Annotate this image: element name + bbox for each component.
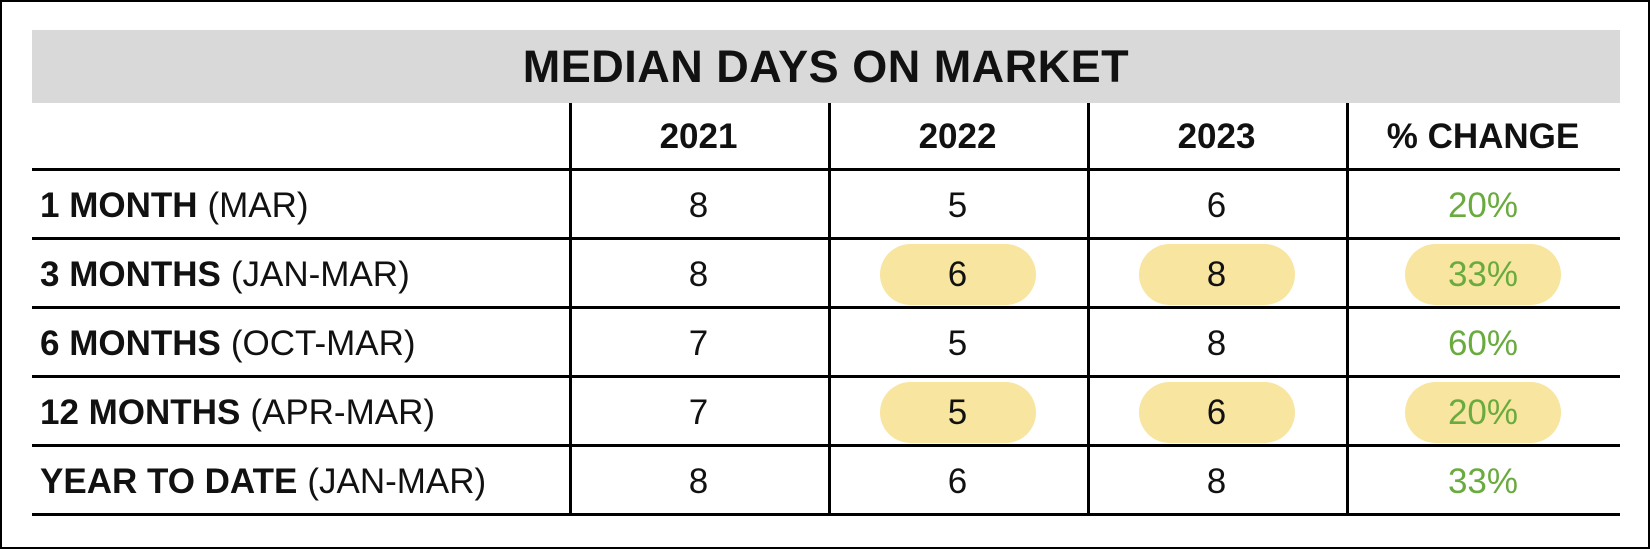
value-2021: 7 [688,323,709,363]
pct-change-cell: 20% [1346,171,1620,240]
table-row: 6 MONTHS (OCT-MAR) 7 5 8 60% [32,309,1620,378]
value-2022-cell: 6 [828,240,1087,309]
value-2023-cell: 6 [1087,171,1346,240]
value-2023-cell: 8 [1087,447,1346,516]
pct-change-value: 60% [1447,323,1519,363]
range-label: (APR-MAR) [250,392,436,432]
table-row: 12 MONTHS (APR-MAR) 7 5 6 20% [32,378,1620,447]
period-label: YEAR TO DATE [40,461,298,501]
pct-change-cell: 33% [1346,240,1620,309]
header-2021: 2021 [569,103,828,171]
table-row: 3 MONTHS (JAN-MAR) 8 6 8 33% [32,240,1620,309]
value-2022-cell: 5 [828,378,1087,447]
value-2022: 5 [947,185,968,225]
header-blank-cell [32,103,569,171]
row-label: YEAR TO DATE (JAN-MAR) [32,447,569,516]
value-2022-cell: 6 [828,447,1087,516]
row-label: 1 MONTH (MAR) [32,171,569,240]
header-2023: 2023 [1087,103,1346,171]
value-2023-cell: 8 [1087,309,1346,378]
pct-change-cell: 60% [1346,309,1620,378]
table-row: YEAR TO DATE (JAN-MAR) 8 6 8 33% [32,447,1620,516]
row-label: 3 MONTHS (JAN-MAR) [32,240,569,309]
header-row: 2021 2022 2023 % CHANGE [32,103,1620,171]
value-2023: 6 [1138,382,1295,443]
table-title: MEDIAN DAYS ON MARKET [32,30,1620,103]
value-2021: 8 [688,185,709,225]
value-2022: 5 [947,323,968,363]
value-2023: 8 [1206,323,1227,363]
value-2023-cell: 8 [1087,240,1346,309]
range-label: (JAN-MAR) [307,461,487,501]
period-label: 12 MONTHS [40,392,241,432]
row-label: 6 MONTHS (OCT-MAR) [32,309,569,378]
value-2021-cell: 7 [569,309,828,378]
value-2021-cell: 8 [569,447,828,516]
header-pct-change: % CHANGE [1346,103,1620,171]
value-2021-cell: 8 [569,240,828,309]
period-label: 6 MONTHS [40,323,221,363]
value-2023: 8 [1206,461,1227,501]
range-label: (MAR) [207,185,309,225]
value-2022: 6 [879,244,1036,305]
value-2022: 5 [879,382,1036,443]
value-2021: 7 [688,392,709,432]
table-row: 1 MONTH (MAR) 8 5 6 20% [32,171,1620,240]
value-2022-cell: 5 [828,171,1087,240]
value-2023-cell: 6 [1087,378,1346,447]
pct-change-cell: 20% [1346,378,1620,447]
value-2022-cell: 5 [828,309,1087,378]
period-label: 3 MONTHS [40,254,221,294]
pct-change-value: 33% [1405,244,1561,305]
row-label: 12 MONTHS (APR-MAR) [32,378,569,447]
pct-change-value: 33% [1447,461,1519,501]
period-label: 1 MONTH [40,185,198,225]
value-2021-cell: 7 [569,378,828,447]
value-2023: 6 [1206,185,1227,225]
data-table: 2021 2022 2023 % CHANGE 1 MONTH (MAR) 8 … [32,103,1620,516]
header-2022: 2022 [828,103,1087,171]
value-2023: 8 [1138,244,1295,305]
value-2022: 6 [947,461,968,501]
range-label: (OCT-MAR) [230,323,416,363]
value-2021-cell: 8 [569,171,828,240]
range-label: (JAN-MAR) [230,254,410,294]
pct-change-value: 20% [1405,382,1561,443]
value-2021: 8 [688,461,709,501]
pct-change-value: 20% [1447,185,1519,225]
pct-change-cell: 33% [1346,447,1620,516]
value-2021: 8 [688,254,709,294]
